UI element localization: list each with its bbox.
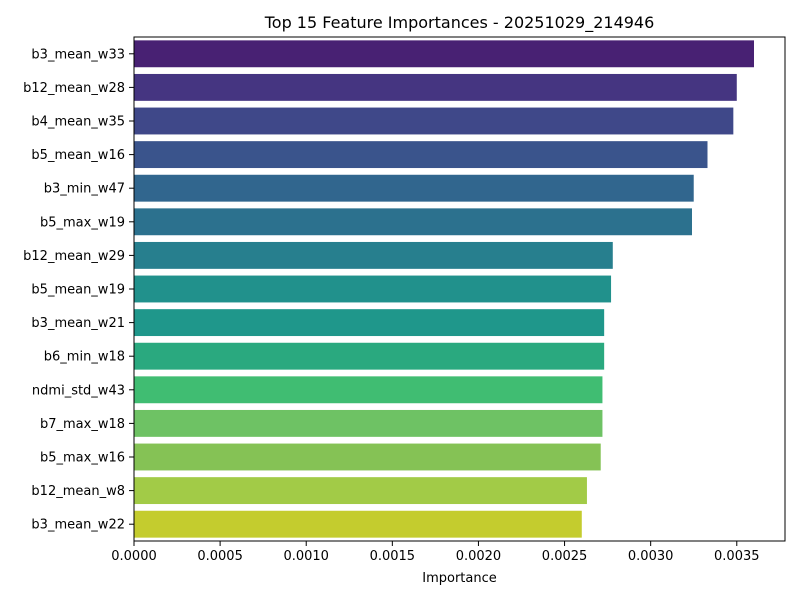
y-tick-label: b5_max_w16: [40, 451, 125, 466]
bar: [134, 40, 754, 68]
x-tick-label: 0.0010: [283, 549, 329, 564]
x-tick-label: 0.0005: [197, 549, 243, 564]
bar: [134, 208, 692, 236]
x-tick-label: 0.0015: [370, 549, 416, 564]
y-tick-label: b6_min_w18: [44, 350, 125, 365]
x-tick-label: 0.0025: [542, 549, 588, 564]
y-tick-labels: b3_mean_w33 b12_mean_w28 b4_mean_w35 b5_mea…: [23, 47, 134, 533]
axes-spines: [133, 36, 786, 542]
y-tick-label: b12_mean_w29: [23, 249, 125, 264]
x-tick-label: 0.0020: [456, 549, 502, 564]
x-ticks: 0.0000 0.0005 0.0010 0.0015 0.0020 0.0025 0.00…: [111, 541, 760, 564]
y-tick-label: ndmi_std_w43: [32, 383, 125, 398]
bar: [134, 241, 613, 269]
bars-group: [134, 40, 754, 538]
bar: [134, 342, 605, 370]
axes-frame: [133, 36, 786, 542]
bar: [134, 141, 708, 169]
y-tick-label: b5_max_w19: [40, 215, 125, 230]
bar: [134, 477, 587, 505]
y-tick-label: b3_mean_w21: [31, 316, 125, 331]
y-tick-label: b4_mean_w35: [31, 115, 125, 130]
bar: [134, 107, 734, 135]
bar: [134, 443, 601, 471]
y-tick-label: b12_mean_w28: [23, 81, 125, 96]
bar: [134, 409, 603, 437]
bar: [134, 174, 694, 202]
x-tick-label: 0.0000: [111, 549, 157, 564]
y-tick-label: b12_mean_w8: [31, 484, 125, 499]
y-tick-label: b7_max_w18: [40, 417, 125, 432]
y-tick-label: b3_mean_w33: [31, 47, 125, 62]
bar: [134, 275, 612, 303]
x-tick-label: 0.0030: [628, 549, 674, 564]
x-axis-label: Importance: [422, 571, 497, 586]
bar: [134, 73, 737, 101]
y-tick-label: b5_mean_w16: [31, 148, 125, 163]
bar: [134, 376, 603, 404]
y-tick-label: b3_mean_w22: [31, 518, 125, 533]
bar: [134, 510, 582, 538]
chart-title: Top 15 Feature Importances - 20251029_21…: [264, 13, 655, 33]
y-tick-label: b5_mean_w19: [31, 283, 125, 298]
bar: [134, 309, 605, 337]
x-tick-label: 0.0035: [714, 549, 760, 564]
y-tick-label: b3_min_w47: [44, 182, 125, 197]
